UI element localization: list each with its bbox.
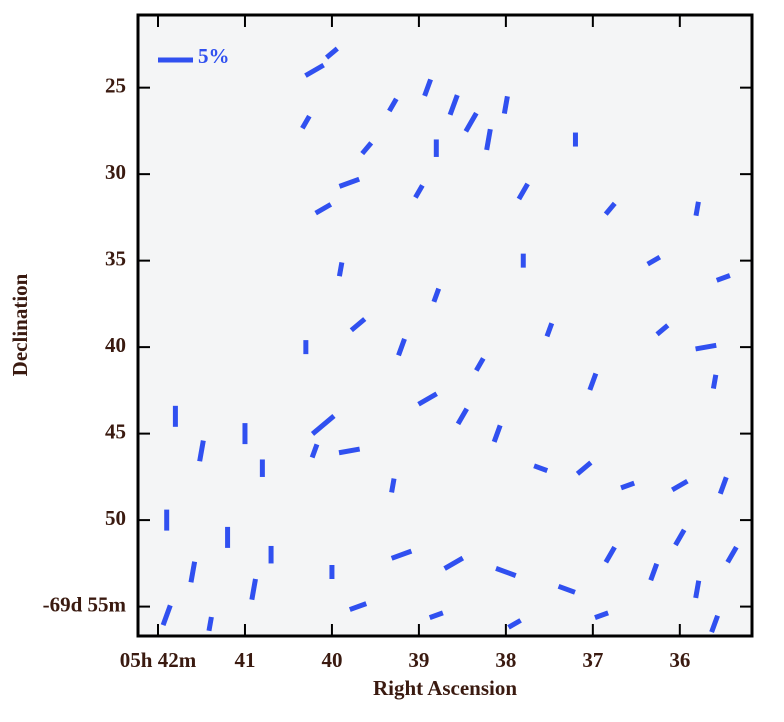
y-tick-label: 40 — [105, 333, 126, 357]
polarization-vector — [603, 545, 617, 564]
polarization-vector — [417, 391, 438, 407]
x-tick-label: 39 — [408, 648, 429, 672]
polarization-vector — [516, 182, 530, 201]
x-tick-label: 37 — [582, 648, 603, 672]
polarization-vector — [501, 95, 510, 115]
polarization-vector — [455, 407, 469, 426]
polarization-vector — [557, 583, 576, 595]
polarization-vector — [389, 478, 397, 493]
polarization-vector — [670, 478, 689, 493]
polarization-vector — [249, 578, 258, 601]
polarization-vector — [695, 342, 717, 352]
polarization-vector — [709, 614, 720, 633]
x-tick-label: 41 — [234, 648, 255, 672]
polarization-vector — [693, 580, 702, 599]
polarization-vector — [575, 460, 593, 476]
x-tick-label: 40 — [321, 648, 342, 672]
polarization-vector — [474, 357, 486, 372]
polarization-vector — [544, 322, 555, 338]
polarization-vector — [338, 176, 361, 189]
scale-bar-label: 5% — [198, 44, 230, 68]
polarization-vector — [648, 562, 660, 582]
y-tick-label: -69d 55m — [43, 592, 127, 616]
polarization-vector — [304, 62, 325, 78]
y-tick-label: 50 — [105, 506, 126, 530]
polarization-vector — [428, 610, 444, 620]
polarization-vector — [715, 273, 731, 283]
polarization-vector — [710, 374, 719, 390]
polarization-vector — [443, 555, 465, 571]
polarization-vector — [309, 443, 320, 459]
plot-frame — [136, 13, 754, 638]
polarization-vector — [348, 601, 368, 612]
y-tick-label: 35 — [105, 246, 126, 270]
polarization-vector — [646, 254, 662, 267]
polarization-vector — [594, 610, 609, 620]
polarization-vector — [620, 480, 636, 491]
y-axis-label: Declination — [8, 273, 32, 376]
x-tick-label: 38 — [495, 648, 516, 672]
polarization-vector — [413, 184, 425, 199]
polarization-vector — [349, 317, 367, 333]
polarization-vector — [396, 338, 407, 357]
polarization-vector — [484, 128, 493, 151]
polarization-vector — [717, 476, 729, 495]
polarization-vector — [495, 566, 517, 578]
polarization-vector — [422, 78, 433, 97]
polarization-vector — [300, 114, 312, 130]
y-tick-label: 25 — [105, 73, 126, 97]
polarization-vector — [507, 618, 522, 630]
polarization-vector — [655, 323, 670, 337]
polarization-vector — [491, 424, 503, 443]
polarization-vector — [725, 545, 739, 564]
polarization-vector — [197, 440, 206, 462]
polarization-vector — [338, 446, 361, 456]
polarization-vector — [447, 94, 460, 116]
y-tick-label: 45 — [105, 419, 126, 443]
polarization-vector — [431, 287, 442, 303]
polarization-vector — [673, 528, 687, 547]
polarization-vector — [336, 261, 345, 277]
polarization-vector — [533, 463, 549, 473]
polarization-vector — [160, 604, 173, 626]
polarization-vector — [188, 561, 198, 583]
polarization-vector — [463, 111, 479, 133]
y-tick-label: 30 — [105, 160, 126, 184]
polarization-vector — [387, 97, 399, 113]
polarization-vector — [310, 414, 336, 436]
polarization-vector — [314, 202, 333, 216]
x-tick-label: 05h 42m — [120, 648, 197, 672]
polarization-vector — [390, 548, 413, 561]
polarization-vector — [206, 616, 214, 632]
x-tick-label: 36 — [669, 648, 690, 672]
polarization-vector — [324, 46, 339, 60]
polarization-vector — [360, 141, 374, 156]
x-axis-label: Right Ascension — [373, 676, 517, 700]
plot-background — [138, 15, 752, 636]
polarization-vector — [693, 201, 701, 217]
polarization-vector — [603, 201, 617, 216]
polarization-vector — [587, 372, 599, 391]
